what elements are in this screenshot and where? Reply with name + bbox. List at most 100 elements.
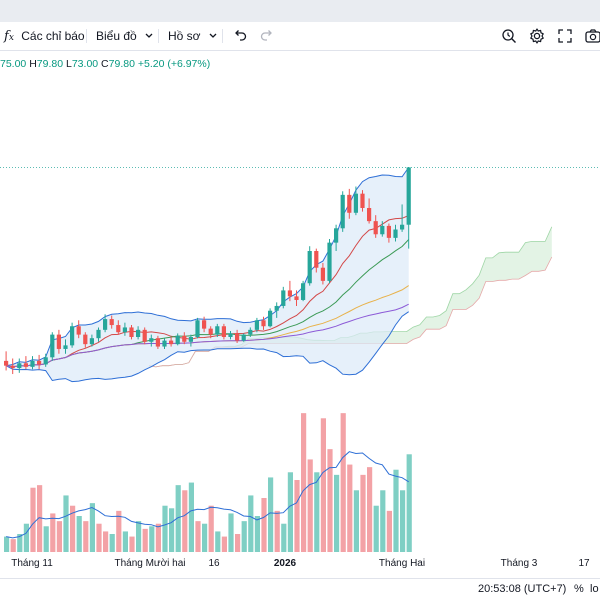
volume-bar <box>347 464 353 552</box>
time-axis-label: 2026 <box>273 558 297 569</box>
high-value: 79.80 <box>36 58 64 70</box>
candle-body <box>367 208 372 222</box>
profile-label: Hồ sơ <box>168 29 201 43</box>
bollinger-lower-line <box>5 311 409 383</box>
volume-bar <box>400 490 406 552</box>
volume-bar <box>23 523 29 552</box>
volume-bar <box>228 513 234 552</box>
bottom-bar: 20:53:08 (UTC+7) % lo <box>0 578 600 601</box>
toolbar-divider <box>86 29 87 43</box>
candle-body <box>334 228 339 243</box>
candle-body <box>254 320 259 330</box>
candle-body <box>70 326 75 346</box>
volume-bar <box>96 523 102 552</box>
ma-fast-line <box>6 215 409 368</box>
fullscreen-icon[interactable] <box>556 27 574 45</box>
charts-label: Biểu đồ <box>96 29 137 43</box>
candle-body <box>307 251 312 284</box>
candle-body <box>175 335 180 345</box>
volume-bar <box>202 523 208 552</box>
log-toggle[interactable]: lo <box>590 583 599 595</box>
volume-bar <box>314 472 320 552</box>
volume-bar <box>10 539 16 552</box>
chart-toolbar: fx Các chỉ báo Biểu đồ Hồ sơ <box>0 22 600 51</box>
candle-body <box>182 335 187 342</box>
candle-body <box>347 194 352 213</box>
volume-bar <box>83 521 89 552</box>
chevron-down-icon <box>209 33 217 38</box>
volume-bar <box>109 534 115 552</box>
volume-bar <box>294 480 300 552</box>
candle-body <box>340 194 345 229</box>
volume-bar <box>37 485 43 552</box>
candle-body <box>17 363 22 369</box>
time-axis-label: Tháng 11 <box>11 558 53 569</box>
volume-bar <box>30 487 36 552</box>
volume-bar <box>393 469 399 552</box>
candle-body <box>10 365 15 369</box>
profile-button[interactable]: Hồ sơ <box>168 22 218 50</box>
candle-body <box>23 363 28 367</box>
volume-bar <box>129 536 135 552</box>
candle-body <box>109 319 114 326</box>
volume-bar <box>76 516 82 552</box>
gear-icon[interactable] <box>528 27 546 45</box>
volume-bar <box>301 413 307 552</box>
indicators-button[interactable]: fx Các chỉ báo <box>4 22 85 50</box>
undo-icon[interactable] <box>231 27 249 45</box>
close-value: 79.80 <box>108 58 135 70</box>
candle-body <box>235 333 240 341</box>
redo-icon[interactable] <box>258 27 276 45</box>
candle-body <box>136 329 141 337</box>
volume-bar <box>373 505 379 552</box>
volume-bar <box>235 534 241 552</box>
candle-body <box>37 360 42 365</box>
candle-body <box>169 340 174 345</box>
volume-bar <box>221 536 227 552</box>
toolbar-divider <box>158 29 159 43</box>
volume-bar <box>208 505 214 552</box>
change-value: +5.20 (+6.97%) <box>137 58 211 70</box>
candle-body <box>281 290 286 306</box>
candle-body <box>393 229 398 238</box>
candle-body <box>400 224 405 230</box>
candle-body <box>386 225 391 238</box>
volume-bar <box>142 528 148 552</box>
percent-toggle[interactable]: % <box>574 583 584 595</box>
candle-body <box>122 327 127 333</box>
candle-body <box>301 283 306 300</box>
snapshot-icon[interactable] <box>584 27 600 45</box>
volume-bar <box>195 521 201 552</box>
volume-bar <box>50 513 56 552</box>
candle-body <box>142 329 147 342</box>
time-axis-label: 16 <box>208 558 220 569</box>
candle-body <box>63 345 68 349</box>
time-axis-label: Tháng Mười hai <box>114 558 186 569</box>
candle-body <box>373 221 378 235</box>
search-clock-icon[interactable] <box>500 27 518 45</box>
candle-body <box>327 242 332 281</box>
volume-bar <box>136 521 142 552</box>
volume-bar <box>268 477 274 552</box>
volume-bar <box>169 508 175 552</box>
volume-bar <box>254 516 260 552</box>
candle-body <box>83 334 88 345</box>
charts-button[interactable]: Biểu đồ <box>96 22 154 50</box>
candle-body <box>149 338 154 342</box>
candle-body <box>208 328 213 335</box>
volume-bar <box>162 505 168 552</box>
volume-bar <box>89 503 95 552</box>
candle-body <box>50 334 55 358</box>
time-axis-label: Tháng Hai <box>378 558 426 569</box>
candle-body <box>202 320 207 329</box>
volume-bar <box>182 490 188 552</box>
volume-ma-line <box>6 451 409 539</box>
volume-bar <box>367 467 373 552</box>
clock-readout: 20:53:08 (UTC+7) <box>478 583 567 595</box>
candle-body <box>314 251 319 268</box>
candle-body <box>261 320 266 327</box>
candle-body <box>406 167 411 225</box>
volume-bar <box>307 459 313 552</box>
volume-bar <box>17 534 23 552</box>
